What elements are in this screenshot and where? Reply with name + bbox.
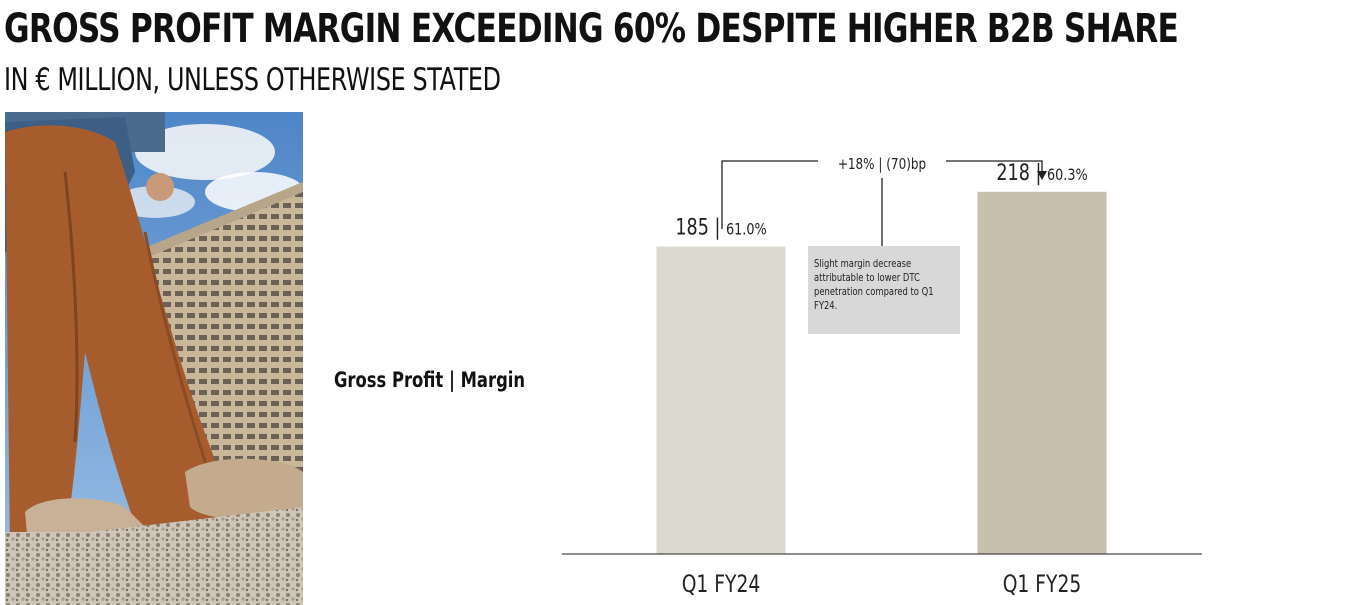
annotation-bracket-left bbox=[721, 160, 818, 229]
annotation-arrow-icon bbox=[1037, 171, 1047, 180]
change-annotation: +18% | (70)bp bbox=[838, 156, 926, 174]
annotation-bracket-right bbox=[946, 160, 1043, 172]
chart-title: Gross Profit | Margin bbox=[334, 369, 525, 392]
bar-q1-fy24 bbox=[656, 246, 786, 554]
fashion-photo-icon bbox=[5, 112, 303, 605]
data-label: 185 | 61.0% bbox=[675, 215, 766, 240]
page-subtitle: IN € MILLION, UNLESS OTHERWISE STATED bbox=[4, 62, 501, 98]
x-tick-label: Q1 FY25 bbox=[1003, 571, 1082, 599]
margin-note: Slight margin decrease attributable to l… bbox=[808, 246, 960, 334]
x-tick-label: Q1 FY24 bbox=[682, 571, 761, 599]
margin-note-text: Slight margin decrease attributable to l… bbox=[814, 258, 934, 312]
page-title: GROSS PROFIT MARGIN EXCEEDING 60% DESPIT… bbox=[4, 6, 1179, 52]
bar-q1-fy25 bbox=[977, 191, 1107, 555]
